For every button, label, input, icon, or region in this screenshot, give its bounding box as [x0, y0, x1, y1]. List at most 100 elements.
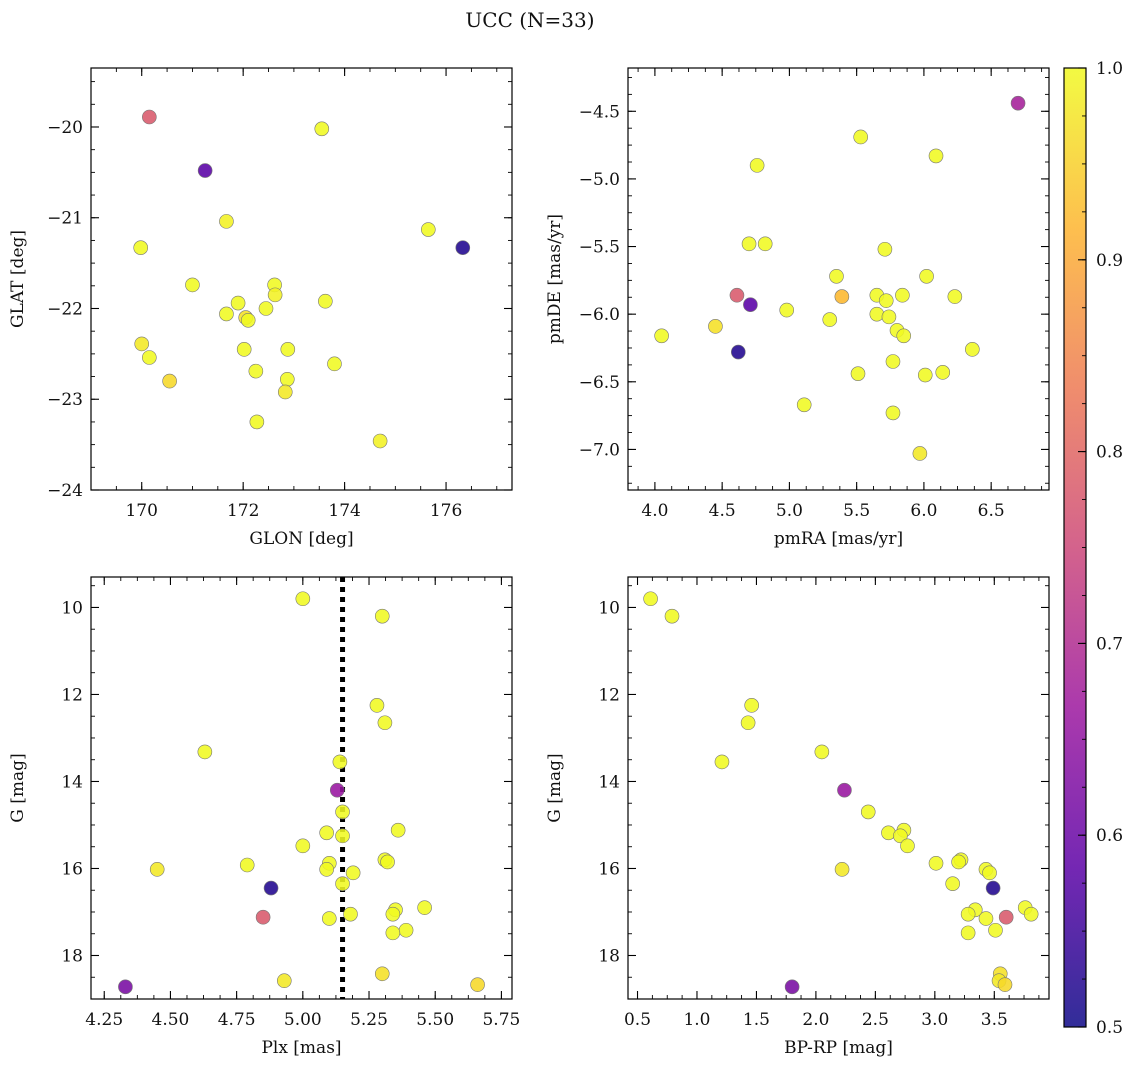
- scatter-point: [374, 608, 390, 624]
- axes-frame: [90, 67, 513, 491]
- x-tick-label: 174: [328, 501, 360, 521]
- scatter-point: [329, 782, 345, 798]
- scatter-point: [834, 862, 850, 877]
- scatter-panel-4: 0.5 1.0 1.5 2.0 2.5 3.0 3.5 10 12 14 16 18 BP-RP [ma…: [545, 576, 1050, 1058]
- x-axis-label: Plx [mas]: [261, 1038, 341, 1058]
- y-tick-label: 14: [61, 772, 83, 792]
- scatter-point: [263, 880, 279, 896]
- scatter-point: [267, 287, 283, 303]
- y-tick-label: −6.0: [579, 305, 620, 325]
- scatter-point: [249, 414, 265, 430]
- scatter-point: [978, 911, 994, 926]
- scatter-panel-3: 4.25 4.50 4.75 5.00 5.25 5.50 5.75 10 12 14 16 18 Pl…: [8, 576, 520, 1058]
- scatter-point: [900, 838, 915, 854]
- scatter-point: [869, 306, 885, 322]
- scatter-point: [230, 295, 246, 311]
- x-tick-label: 2.0: [802, 1010, 829, 1030]
- y-tick-label: 12: [598, 685, 620, 705]
- scatter-point: [335, 876, 350, 892]
- scatter-point: [417, 900, 432, 915]
- x-tick-label: 6.0: [910, 501, 937, 521]
- scatter-point: [369, 698, 385, 713]
- x-tick-label: 0.5: [624, 1010, 651, 1030]
- scatter-point: [295, 838, 311, 854]
- scatter-point: [896, 328, 912, 344]
- scatter-point: [834, 289, 850, 304]
- scatter-point: [318, 293, 333, 309]
- x-axis-label: BP-RP [mag]: [784, 1038, 893, 1058]
- scatter-point: [730, 344, 746, 360]
- scatter-point: [744, 698, 759, 713]
- scatter-point: [928, 148, 944, 164]
- scatter-point: [729, 287, 745, 303]
- scatter-point: [708, 319, 723, 334]
- scatter-point: [219, 306, 234, 322]
- scatter-point: [239, 857, 255, 873]
- scatter-point: [885, 405, 901, 421]
- scatter-point: [374, 966, 390, 982]
- points-group: [643, 591, 1039, 995]
- points-group: [654, 95, 1026, 461]
- scatter-point: [279, 371, 295, 387]
- y-tick-label: −24: [47, 481, 83, 501]
- scatter-point: [142, 350, 157, 365]
- y-axis-label: G [mag]: [545, 753, 565, 822]
- scatter-point: [421, 222, 436, 237]
- scatter-point: [277, 384, 293, 400]
- scatter-point: [1023, 906, 1039, 922]
- y-tick-label: −20: [47, 118, 83, 138]
- scatter-point: [322, 911, 337, 926]
- scatter-point: [372, 433, 388, 449]
- y-tick-label: 10: [61, 598, 83, 618]
- scatter-point: [248, 363, 264, 379]
- x-tick-label: 3.0: [921, 1010, 948, 1030]
- scatter-point: [714, 754, 730, 770]
- colorbar-tick-label: 0.8: [1096, 443, 1123, 463]
- scatter-point: [142, 109, 157, 125]
- scatter-point: [850, 366, 866, 381]
- scatter-point: [134, 336, 150, 352]
- x-tick-label: 5.75: [482, 1010, 520, 1030]
- scatter-point: [470, 977, 485, 992]
- scatter-panel-1: 170 172 174 176 −24 −23 −22 −21 −20 GLON [deg] GLA…: [8, 67, 513, 549]
- y-tick-label: 18: [598, 946, 620, 966]
- scatter-point: [236, 342, 252, 357]
- scatter-point: [740, 715, 756, 731]
- x-tick-label: 6.5: [978, 501, 1005, 521]
- y-tick-label: 16: [61, 859, 83, 879]
- scatter-point: [377, 715, 393, 731]
- scatter-point: [398, 922, 414, 938]
- scatter-panel-2: 4.0 4.5 5.0 5.5 6.0 6.5 −7.0 −6.5 −6.0 −5.5 −5.0 −4…: [545, 67, 1050, 549]
- scatter-point: [664, 608, 680, 624]
- x-tick-label: 172: [227, 501, 259, 521]
- y-tick-label: −7.0: [579, 440, 620, 460]
- colorbar: 0.5 0.6 0.7 0.8 0.9 1.0: [1063, 59, 1123, 1038]
- scatter-point: [149, 862, 165, 877]
- scatter-point: [919, 268, 934, 284]
- scatter-point: [935, 365, 951, 380]
- y-tick-label: −21: [47, 209, 83, 229]
- scatter-point: [162, 373, 177, 389]
- scatter-point: [885, 354, 901, 369]
- y-tick-label: −22: [47, 299, 83, 319]
- x-tick-label: 5.25: [350, 1010, 388, 1030]
- scatter-point: [185, 277, 200, 293]
- scatter-point: [255, 909, 271, 925]
- scatter-point: [314, 121, 330, 137]
- x-axis-label: pmRA [mas/yr]: [774, 529, 903, 549]
- x-tick-label: 4.25: [85, 1010, 123, 1030]
- scatter-point: [960, 906, 976, 922]
- colorbar-tick-label: 0.6: [1096, 826, 1123, 846]
- y-tick-label: −23: [47, 390, 83, 410]
- scatter-point: [965, 342, 980, 357]
- scatter-point: [985, 880, 1001, 896]
- scatter-point: [893, 828, 908, 844]
- scatter-point: [455, 240, 471, 255]
- scatter-point: [998, 909, 1014, 925]
- scatter-point: [814, 744, 830, 760]
- y-tick-label: −5.0: [579, 170, 620, 190]
- y-tick-label: −6.5: [579, 373, 620, 393]
- scatter-point: [380, 854, 395, 870]
- scatter-point: [895, 287, 910, 303]
- colorbar-tick-label: 0.5: [1096, 1018, 1123, 1038]
